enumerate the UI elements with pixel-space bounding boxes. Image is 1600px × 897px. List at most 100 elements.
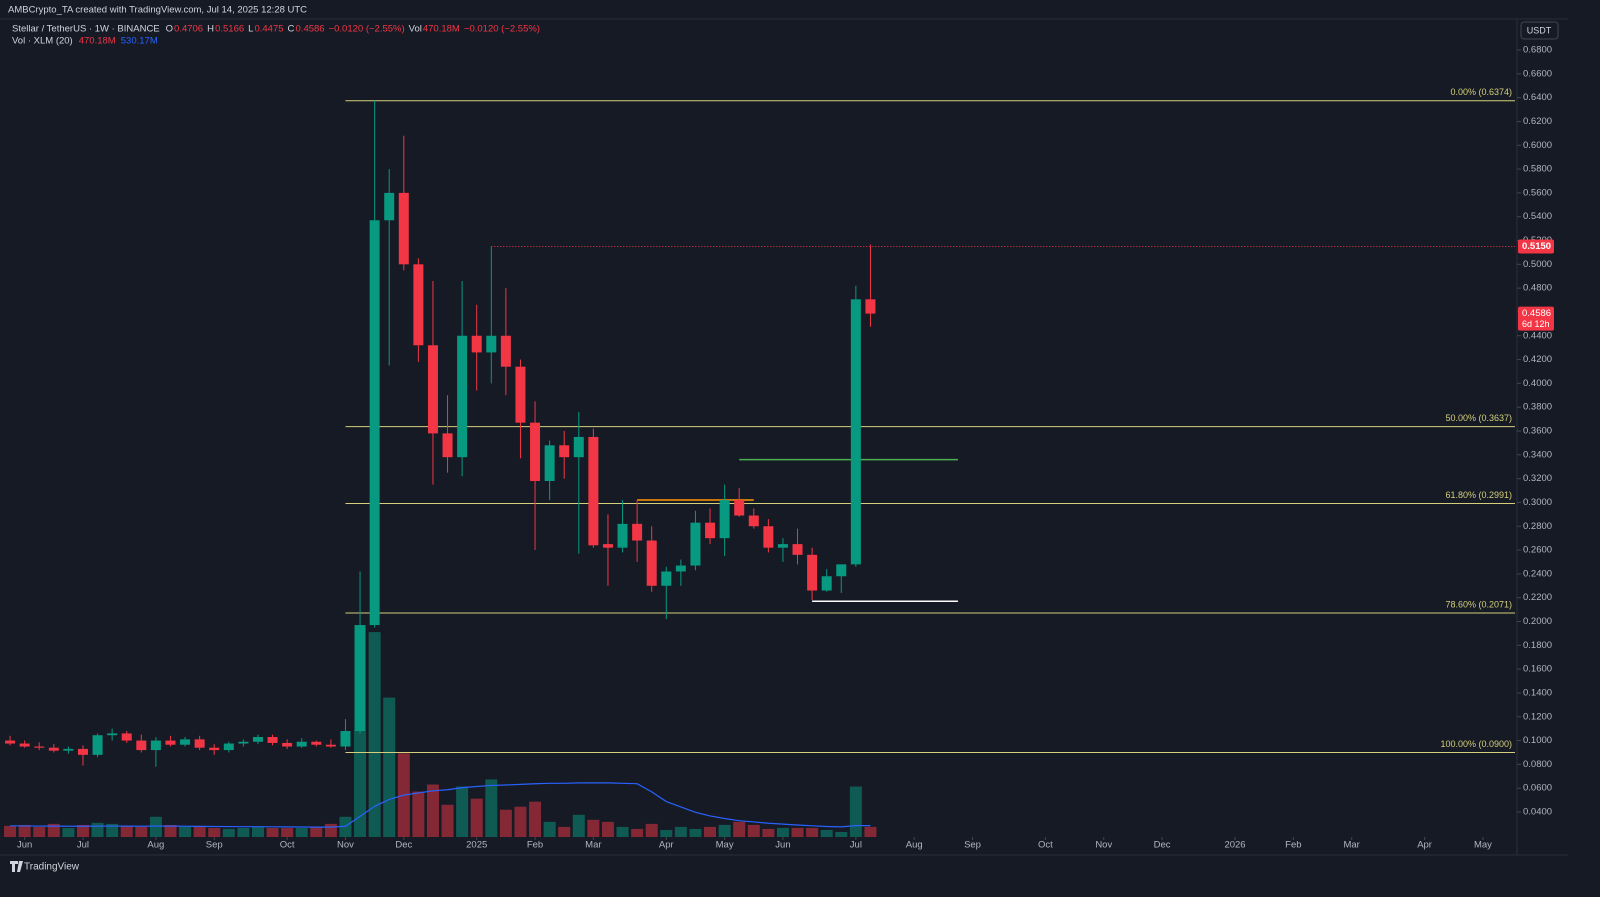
y-tick-label: 0.5400 xyxy=(1523,211,1552,222)
volume-bar xyxy=(4,825,17,837)
fib-label: 0.00% (0.6374) xyxy=(1450,87,1512,97)
candle-body xyxy=(340,731,351,747)
x-tick-label: Feb xyxy=(1285,840,1301,851)
x-tick-label: Sep xyxy=(206,840,223,851)
legend-value: 0.5166 xyxy=(215,24,244,35)
candle-body xyxy=(107,733,118,736)
volume-bar xyxy=(383,697,396,837)
candle-body xyxy=(369,220,380,626)
x-tick-label: Apr xyxy=(1417,840,1432,851)
currency-box[interactable] xyxy=(1520,21,1559,40)
candle-body xyxy=(588,436,599,546)
y-tick-label: 0.1400 xyxy=(1523,687,1552,698)
candle-body xyxy=(296,741,307,747)
chart-title: Stellar / TetherUS · 1W · BINANCE xyxy=(12,24,160,35)
volume-bar xyxy=(441,804,454,837)
legend-key: Vol xyxy=(409,24,422,35)
candle-body xyxy=(311,741,322,745)
candle-body xyxy=(573,436,584,458)
y-tick-label: 0.4800 xyxy=(1523,283,1552,294)
volume-bar xyxy=(368,632,381,837)
high-price-box xyxy=(1518,239,1554,254)
volume-bar xyxy=(499,809,512,837)
y-tick-label: 0.6400 xyxy=(1523,92,1552,103)
x-tick-label: Dec xyxy=(1154,840,1171,851)
volume-bar xyxy=(689,828,702,837)
y-tick-label: 0.1000 xyxy=(1523,735,1552,746)
y-tick-label: 0.2800 xyxy=(1523,521,1552,532)
candle-body xyxy=(530,422,541,482)
y-tick-label: 0.6800 xyxy=(1523,45,1552,56)
last-price-box xyxy=(1518,306,1554,331)
x-tick-label: Apr xyxy=(659,840,674,851)
y-tick-label: 0.0800 xyxy=(1523,759,1552,770)
volume-bar xyxy=(91,822,104,837)
volume-bar xyxy=(179,826,192,837)
candle-body xyxy=(48,747,59,751)
x-tick-label: Aug xyxy=(147,840,164,851)
volume-bar xyxy=(470,798,483,837)
volume-title: Vol · XLM (20) xyxy=(12,36,73,47)
volume-bar xyxy=(806,827,819,837)
candle-body xyxy=(632,523,643,541)
y-tick-label: 0.6000 xyxy=(1523,140,1552,151)
volume-bar xyxy=(849,786,862,837)
volume-bar xyxy=(456,786,469,837)
candle-body xyxy=(325,744,336,747)
y-tick-label: 0.3800 xyxy=(1523,402,1552,413)
legend-key: C xyxy=(288,24,295,35)
volume-bar xyxy=(601,821,614,837)
y-tick-label: 0.4400 xyxy=(1523,330,1552,341)
candle-body xyxy=(763,526,774,548)
candle-body xyxy=(209,747,220,751)
legend-key: H xyxy=(207,24,214,35)
volume-bar xyxy=(47,823,60,837)
volume-bar xyxy=(587,819,600,837)
x-tick-label: 2026 xyxy=(1224,840,1245,851)
y-tick-label: 0.2600 xyxy=(1523,545,1552,556)
high-price-label: 0.5150 xyxy=(1522,241,1551,252)
y-tick-label: 0.6600 xyxy=(1523,68,1552,79)
volume-bar xyxy=(208,827,221,837)
candle-body xyxy=(384,192,395,221)
x-tick-label: May xyxy=(1474,840,1492,851)
currency[interactable]: USDT xyxy=(1527,25,1552,35)
y-tick-label: 0.3200 xyxy=(1523,473,1552,484)
candle-body xyxy=(821,576,832,591)
legend-value: −0.0120 (−2.55%) xyxy=(329,24,405,35)
y-tick-label: 0.3000 xyxy=(1523,497,1552,508)
volume-bar xyxy=(310,826,323,837)
volume-bar xyxy=(835,831,848,837)
candle-body xyxy=(792,544,803,555)
volume-bar xyxy=(18,824,31,837)
candle-body xyxy=(150,740,161,751)
y-tick-label: 0.3400 xyxy=(1523,449,1552,460)
candle-body xyxy=(486,335,497,353)
candle-body xyxy=(719,500,730,539)
candle-body xyxy=(136,740,147,751)
legend-value: −0.0120 (−2.55%) xyxy=(464,24,540,35)
candle-body xyxy=(646,540,657,586)
candle-body xyxy=(617,523,628,548)
candle-body xyxy=(734,500,745,516)
volume-bar xyxy=(193,825,206,837)
candle-body xyxy=(238,741,249,744)
candle-body xyxy=(777,544,788,548)
volume-bar xyxy=(485,779,498,837)
candle-body xyxy=(807,554,818,591)
countdown-label: 6d 12h xyxy=(1522,319,1550,329)
volume-bar xyxy=(660,829,673,837)
footer: TradingView xyxy=(24,862,80,873)
x-tick-label: Dec xyxy=(395,840,412,851)
volume-bar xyxy=(149,816,162,837)
y-tick-label: 0.6200 xyxy=(1523,116,1552,127)
candle-body xyxy=(165,740,176,745)
volume-bar xyxy=(135,826,148,837)
volume-bar xyxy=(237,827,250,837)
volume-bar xyxy=(266,827,279,837)
volume-bar xyxy=(251,826,264,837)
fib-label: 50.00% (0.3637) xyxy=(1445,413,1512,423)
volume-bar xyxy=(412,791,425,837)
